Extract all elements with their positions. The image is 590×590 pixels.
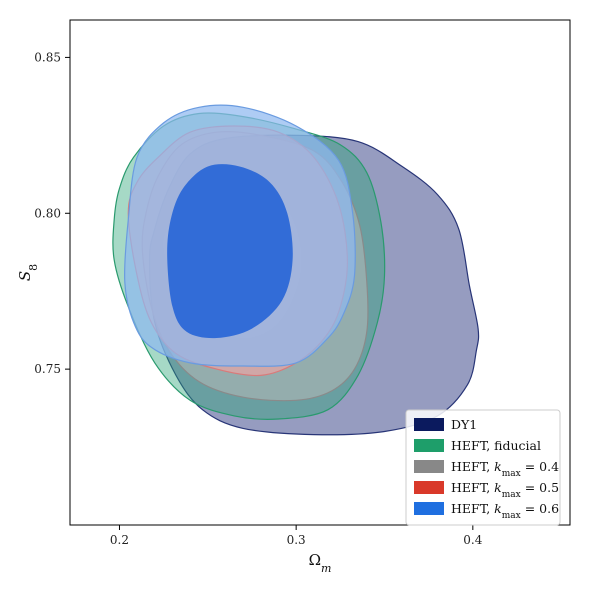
legend-entry-label: HEFT, kmax = 0.6 — [451, 501, 559, 521]
legend-swatch — [414, 460, 444, 473]
y-axis-label: S8 — [16, 264, 40, 281]
x-axis-ticks: 0.2 0.3 0.4 — [110, 525, 483, 547]
y-tick-label: 0.80 — [34, 206, 61, 220]
x-tick-label: 0.4 — [463, 533, 482, 547]
legend-box — [405, 409, 561, 526]
axis-labels: Ωm S8 — [16, 264, 331, 575]
y-axis-ticks: 0.75 0.80 0.85 — [34, 50, 70, 376]
x-axis-label: Ωm — [309, 551, 332, 575]
contour-layer — [112, 104, 480, 436]
legend-entry-label: HEFT, fiducial — [451, 438, 541, 453]
contour-4-inner — [167, 164, 293, 339]
x-tick-label: 0.3 — [287, 533, 306, 547]
x-tick-label: 0.2 — [110, 533, 129, 547]
legend-swatch — [414, 502, 444, 515]
legend-swatch — [414, 481, 444, 494]
y-tick-label: 0.75 — [34, 362, 61, 376]
legend-entry-label: HEFT, kmax = 0.4 — [451, 459, 559, 479]
y-tick-label: 0.85 — [34, 50, 61, 64]
legend-entry-label: HEFT, kmax = 0.5 — [451, 480, 559, 500]
legend-swatch — [414, 418, 444, 431]
legend-swatch — [414, 439, 444, 452]
legend-entry-label: DY1 — [451, 417, 477, 432]
